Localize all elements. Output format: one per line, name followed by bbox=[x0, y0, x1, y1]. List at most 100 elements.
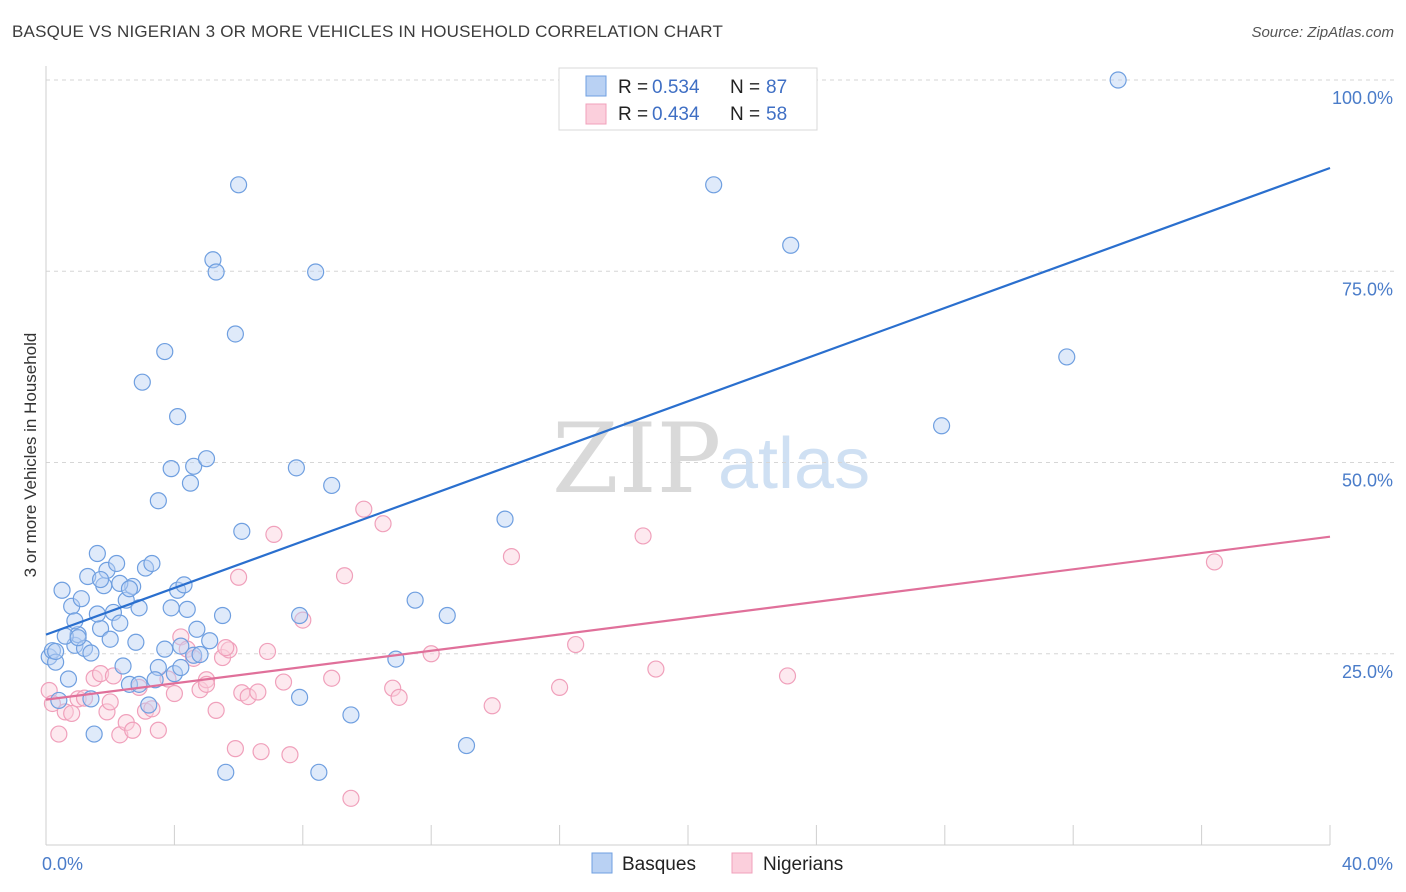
basques-trend-line bbox=[45, 166, 1331, 636]
nigerians-point bbox=[207, 701, 225, 719]
basques-point bbox=[197, 450, 216, 468]
nigerians-point bbox=[335, 567, 354, 585]
nigerians-point bbox=[265, 525, 283, 544]
basques-point bbox=[98, 561, 116, 579]
basques-point bbox=[290, 688, 309, 706]
basques-point bbox=[287, 459, 305, 477]
nigerians-point bbox=[294, 611, 312, 629]
basques-point bbox=[50, 691, 68, 710]
basques-point bbox=[53, 581, 71, 599]
basques-point bbox=[307, 263, 325, 281]
basques-point bbox=[233, 522, 251, 540]
legend-n-value-nigerians: 58 bbox=[766, 104, 787, 125]
basques-point bbox=[1058, 348, 1076, 366]
basques-point bbox=[207, 263, 225, 281]
nigerians-point bbox=[249, 683, 267, 701]
basques-point bbox=[178, 600, 196, 618]
legend-swatch-nigerians bbox=[585, 103, 607, 125]
basques-point bbox=[230, 176, 248, 194]
nigerians-point bbox=[124, 721, 142, 739]
nigerians-point bbox=[252, 743, 270, 761]
basques-point bbox=[1109, 71, 1127, 89]
basques-point bbox=[496, 510, 514, 528]
legend-r-label-nigerians: R = bbox=[618, 104, 648, 125]
basques-point bbox=[323, 476, 341, 495]
bottom-legend-basques: Basques bbox=[622, 854, 696, 875]
nigerians-point bbox=[342, 789, 360, 807]
x-tick-label-min: 0.0% bbox=[42, 854, 83, 874]
basques-point bbox=[101, 630, 119, 648]
basques-point bbox=[111, 574, 129, 592]
nigerians-point bbox=[778, 667, 797, 685]
legend-r-value-basques: 0.534 bbox=[652, 77, 700, 98]
nigerians-point bbox=[165, 684, 183, 703]
nigerians-point bbox=[258, 642, 277, 661]
basques-point bbox=[156, 342, 174, 361]
basques-point bbox=[185, 646, 203, 664]
nigerians-point bbox=[274, 673, 293, 691]
basques-point bbox=[932, 417, 951, 435]
basques-point bbox=[185, 457, 203, 475]
basques-point bbox=[88, 544, 106, 563]
nigerians-point bbox=[483, 697, 501, 715]
chart-title: BASQUE VS NIGERIAN 3 OR MORE VEHICLES IN… bbox=[12, 22, 724, 41]
nigerians-trend-line bbox=[45, 535, 1331, 701]
basques-point bbox=[127, 633, 145, 651]
nigerians-point bbox=[550, 678, 569, 697]
nigerians-point bbox=[149, 721, 167, 739]
basques-point bbox=[149, 492, 167, 510]
basques-point bbox=[143, 554, 161, 573]
basques-point bbox=[191, 645, 209, 664]
basques-point bbox=[82, 644, 100, 662]
nigerians-point bbox=[567, 635, 585, 654]
basques-point bbox=[91, 619, 110, 638]
series-legend: Basques Nigerians bbox=[591, 852, 843, 875]
basques-point bbox=[201, 632, 219, 650]
nigerians-point bbox=[374, 515, 392, 533]
basques-point bbox=[213, 606, 232, 625]
nigerians-point bbox=[647, 660, 665, 678]
x-tick-label-max: 40.0% bbox=[1342, 854, 1393, 874]
nigerians-point bbox=[101, 693, 119, 711]
nigerians-point bbox=[217, 639, 235, 657]
y-tick-label: 75.0% bbox=[1342, 279, 1393, 299]
legend-swatch-basques bbox=[585, 75, 607, 97]
y-tick-label: 50.0% bbox=[1342, 471, 1393, 491]
basques-point bbox=[156, 640, 174, 658]
legend-r-label-basques: R = bbox=[618, 77, 648, 98]
y-tick-label: 25.0% bbox=[1342, 662, 1393, 682]
basques-point bbox=[79, 567, 97, 586]
basques-point bbox=[133, 373, 151, 391]
basques-point bbox=[217, 763, 235, 781]
basques-point bbox=[310, 763, 328, 781]
basques-point bbox=[162, 460, 180, 478]
watermark-atlas: atlas bbox=[718, 424, 870, 504]
nigerians-point bbox=[50, 725, 68, 743]
y-tick-label: 100.0% bbox=[1332, 88, 1393, 108]
nigerians-point bbox=[634, 527, 652, 545]
nigerians-point bbox=[220, 641, 238, 659]
basques-point bbox=[181, 474, 200, 492]
nigerians-point bbox=[355, 500, 373, 518]
basques-point bbox=[188, 620, 206, 638]
basques-point bbox=[111, 614, 129, 632]
nigerians-point bbox=[230, 568, 248, 586]
gridlines bbox=[46, 79, 1395, 655]
nigerians-point bbox=[1205, 553, 1224, 571]
basques-point bbox=[108, 554, 126, 573]
nigerians-point bbox=[98, 703, 116, 721]
basques-point bbox=[72, 590, 90, 608]
bottom-legend-swatch-basques bbox=[591, 852, 613, 874]
legend-n-value-basques: 87 bbox=[766, 77, 787, 98]
watermark-zip: ZIP bbox=[552, 403, 721, 515]
basques-point bbox=[120, 580, 139, 598]
nigerians-point bbox=[323, 669, 341, 687]
basques-point bbox=[705, 176, 723, 194]
legend-r-value-nigerians: 0.434 bbox=[652, 104, 700, 125]
bottom-legend-swatch-nigerians bbox=[731, 852, 753, 874]
basques-point bbox=[114, 657, 132, 675]
nigerians-point bbox=[390, 688, 408, 706]
trend-lines bbox=[45, 166, 1331, 701]
nigerians-point bbox=[384, 679, 402, 697]
